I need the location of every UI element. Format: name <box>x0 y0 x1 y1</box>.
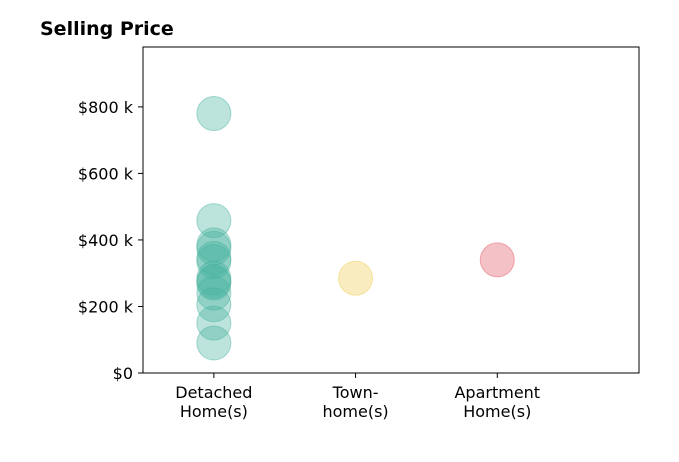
x-axis: DetachedHome(s)Town-home(s)ApartmentHome… <box>175 373 540 421</box>
y-tick-label: $600 k <box>78 164 134 183</box>
data-point <box>196 287 232 323</box>
plot-frame <box>142 46 640 374</box>
y-tick-label: $400 k <box>78 231 134 250</box>
x-tick-label: Home(s) <box>180 402 248 421</box>
data-point <box>196 96 232 132</box>
x-tick-label: home(s) <box>322 402 388 421</box>
data-point <box>196 265 232 301</box>
y-tick-label: $0 <box>113 364 133 383</box>
data-point <box>196 244 232 280</box>
data-point <box>196 230 232 266</box>
data-point <box>196 260 232 296</box>
data-point <box>196 264 232 300</box>
data-point <box>196 325 232 361</box>
data-point <box>479 242 515 278</box>
y-tick-label: $800 k <box>78 98 134 117</box>
data-point <box>196 240 232 276</box>
data-point <box>196 275 232 311</box>
x-tick-label: Home(s) <box>463 402 531 421</box>
data-point <box>196 305 232 341</box>
y-axis: $0 $200 k $400 k $600 k $800 k <box>78 98 143 383</box>
x-tick-label: Town- <box>332 383 379 402</box>
data-point <box>338 260 374 296</box>
data-point <box>196 227 232 263</box>
x-tick-label: Apartment <box>454 383 540 402</box>
data-point <box>196 203 232 239</box>
chart-title: Selling Price <box>40 18 174 40</box>
y-tick-label: $200 k <box>78 297 134 316</box>
x-tick-label: Detached <box>175 383 252 402</box>
points-layer <box>196 96 515 361</box>
